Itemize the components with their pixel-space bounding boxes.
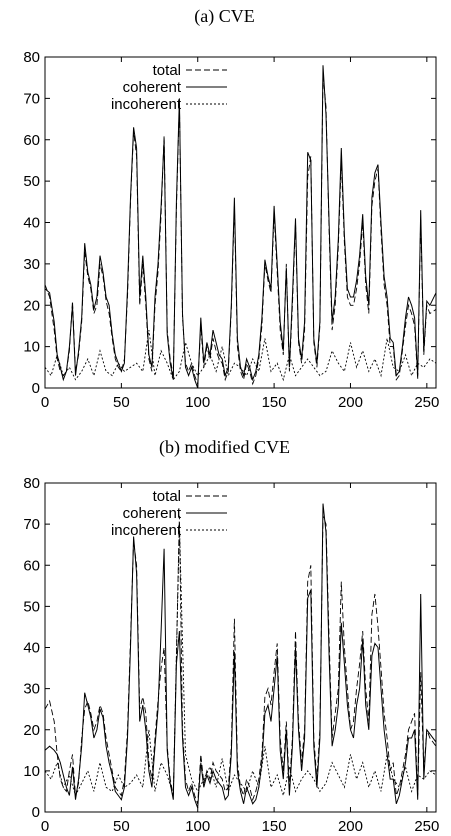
series-line-coherent: [44, 65, 437, 389]
series-line-incoherent: [44, 524, 437, 797]
legend-label-total: total: [153, 62, 181, 79]
y-tick-label: 50: [23, 598, 40, 615]
x-tick-label: 100: [185, 818, 210, 835]
y-tick-label: 80: [23, 49, 40, 66]
chart-panel-modified-cve: (b) modified CVE 0 10 20 30 40 50 60 70 80 0 50 100 1…: [23, 437, 439, 835]
y-tick-label: 70: [23, 516, 40, 533]
plot-frame: [44, 482, 437, 813]
x-tick-label: 0: [41, 818, 49, 835]
y-tick-label: 30: [23, 681, 40, 698]
series-line-total: [44, 515, 437, 804]
x-tick-label: 0: [41, 394, 49, 411]
series-line-coherent: [44, 503, 437, 809]
legend-label-coherent: coherent: [123, 505, 182, 522]
plot-frame: [44, 56, 437, 389]
chart-panel-cve: (a) CVE 0 10 20 30 40 50 60 70 80 0 50 100 150 200 250 t…: [23, 6, 439, 411]
y-tick-label: 20: [23, 722, 40, 739]
y-tick-label: 60: [23, 557, 40, 574]
y-tick-label: 40: [23, 215, 40, 232]
x-tick-label: 250: [414, 394, 439, 411]
x-tick-label: 150: [262, 818, 287, 835]
x-tick-label: 150: [262, 394, 287, 411]
chart-title: (b) modified CVE: [159, 437, 290, 458]
y-tick-label: 10: [23, 763, 40, 780]
series-line-incoherent: [44, 330, 437, 382]
series-line-total: [44, 73, 437, 386]
y-tick-label: 80: [23, 475, 40, 492]
y-tick-label: 40: [23, 640, 40, 657]
x-tick-label: 100: [185, 394, 210, 411]
y-tick-label: 50: [23, 173, 40, 190]
y-tick-label: 0: [32, 380, 40, 397]
x-tick-label: 50: [113, 818, 130, 835]
legend-label-incoherent: incoherent: [111, 96, 182, 113]
legend-label-total: total: [153, 488, 181, 505]
y-tick-label: 10: [23, 339, 40, 356]
legend-label-coherent: coherent: [123, 79, 182, 96]
x-tick-label: 200: [338, 818, 363, 835]
y-tick-label: 60: [23, 132, 40, 149]
x-tick-label: 200: [338, 394, 363, 411]
chart-title: (a) CVE: [194, 6, 254, 27]
y-tick-label: 30: [23, 256, 40, 273]
y-tick-label: 70: [23, 90, 40, 107]
y-tick-label: 0: [32, 804, 40, 821]
x-tick-label: 250: [414, 818, 439, 835]
legend-label-incoherent: incoherent: [111, 522, 182, 539]
y-tick-label: 20: [23, 297, 40, 314]
x-tick-label: 50: [113, 394, 130, 411]
